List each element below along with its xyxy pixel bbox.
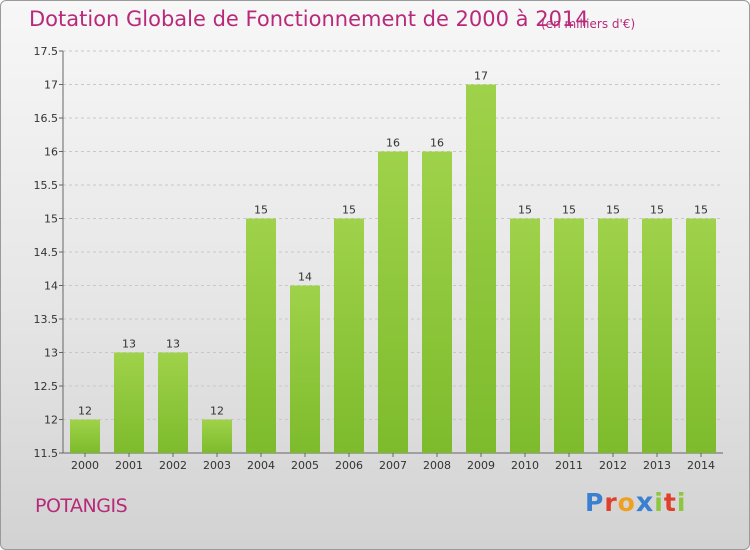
logo-letter: o [617, 488, 636, 517]
x-tick-label: 2006 [335, 459, 363, 472]
y-tick-label: 17 [44, 79, 58, 92]
y-tick-label: 17.5 [34, 45, 59, 58]
x-tick-label: 2002 [159, 459, 187, 472]
y-tick-label: 11.5 [34, 447, 59, 460]
logo-letter: i [654, 488, 664, 517]
bar-2003 [202, 419, 232, 453]
data-label: 16 [386, 137, 400, 150]
bar-2012 [598, 218, 628, 453]
x-tick-label: 2000 [71, 459, 99, 472]
y-tick-label: 12.5 [34, 380, 59, 393]
data-label: 15 [606, 204, 620, 217]
proxiti-logo[interactable]: Proxiti [585, 489, 686, 516]
y-tick-label: 15 [44, 213, 58, 226]
bar-2004 [246, 218, 276, 453]
bar-2002 [158, 352, 188, 453]
y-tick-label: 13.5 [34, 313, 59, 326]
data-label: 15 [254, 204, 268, 217]
data-label: 13 [122, 338, 136, 351]
bar-2008 [422, 151, 452, 453]
bar-2000 [70, 419, 100, 453]
data-label: 15 [342, 204, 356, 217]
data-label: 17 [474, 70, 488, 83]
x-tick-label: 2005 [291, 459, 319, 472]
bar-2005 [290, 285, 320, 453]
y-tick-label: 13 [44, 347, 58, 360]
bars [70, 84, 716, 453]
bar-2006 [334, 218, 364, 453]
y-tick-label: 14 [44, 280, 58, 293]
chart-title: Dotation Globale de Fonctionnement de 20… [29, 7, 589, 31]
y-tick-label: 14.5 [34, 246, 59, 259]
bar-2009 [466, 84, 496, 453]
x-tick-label: 2014 [687, 459, 715, 472]
bar-2014 [686, 218, 716, 453]
bar-2007 [378, 151, 408, 453]
logo-letter: i [676, 488, 687, 517]
data-label: 12 [78, 405, 92, 418]
chart-unit: (en milliers d'€) [541, 17, 636, 31]
logo-letter: x [635, 487, 655, 518]
data-label: 15 [650, 204, 664, 217]
data-label: 16 [430, 137, 444, 150]
logo-letter: t [663, 488, 677, 517]
x-tick-label: 2004 [247, 459, 275, 472]
data-label: 13 [166, 338, 180, 351]
data-label: 15 [518, 204, 532, 217]
x-tick-label: 2008 [423, 459, 451, 472]
x-tick-label: 2011 [555, 459, 583, 472]
bar-2013 [642, 218, 672, 453]
data-label: 15 [694, 204, 708, 217]
bar-2010 [510, 218, 540, 453]
y-tick-label: 12 [44, 414, 58, 427]
x-tick-label: 2003 [203, 459, 231, 472]
logo-letter: P [585, 488, 605, 517]
data-label: 15 [562, 204, 576, 217]
data-label: 12 [210, 405, 224, 418]
bar-2011 [554, 218, 584, 453]
x-tick-label: 2007 [379, 459, 407, 472]
y-tick-label: 15.5 [34, 179, 59, 192]
bar-2001 [114, 352, 144, 453]
x-tick-label: 2001 [115, 459, 143, 472]
data-label: 14 [298, 271, 312, 284]
labels: 11.5 12 12.5 13 13.5 14 14.5 15 15.5 16 16.5 17 17.5… [34, 45, 716, 472]
x-tick-label: 2010 [511, 459, 539, 472]
logo-letter: r [604, 488, 618, 517]
x-tick-label: 2009 [467, 459, 495, 472]
y-tick-label: 16 [44, 146, 58, 159]
x-tick-label: 2013 [643, 459, 671, 472]
x-tick-label: 2012 [599, 459, 627, 472]
y-tick-label: 16.5 [34, 112, 59, 125]
commune-name: POTANGIS [35, 495, 128, 517]
